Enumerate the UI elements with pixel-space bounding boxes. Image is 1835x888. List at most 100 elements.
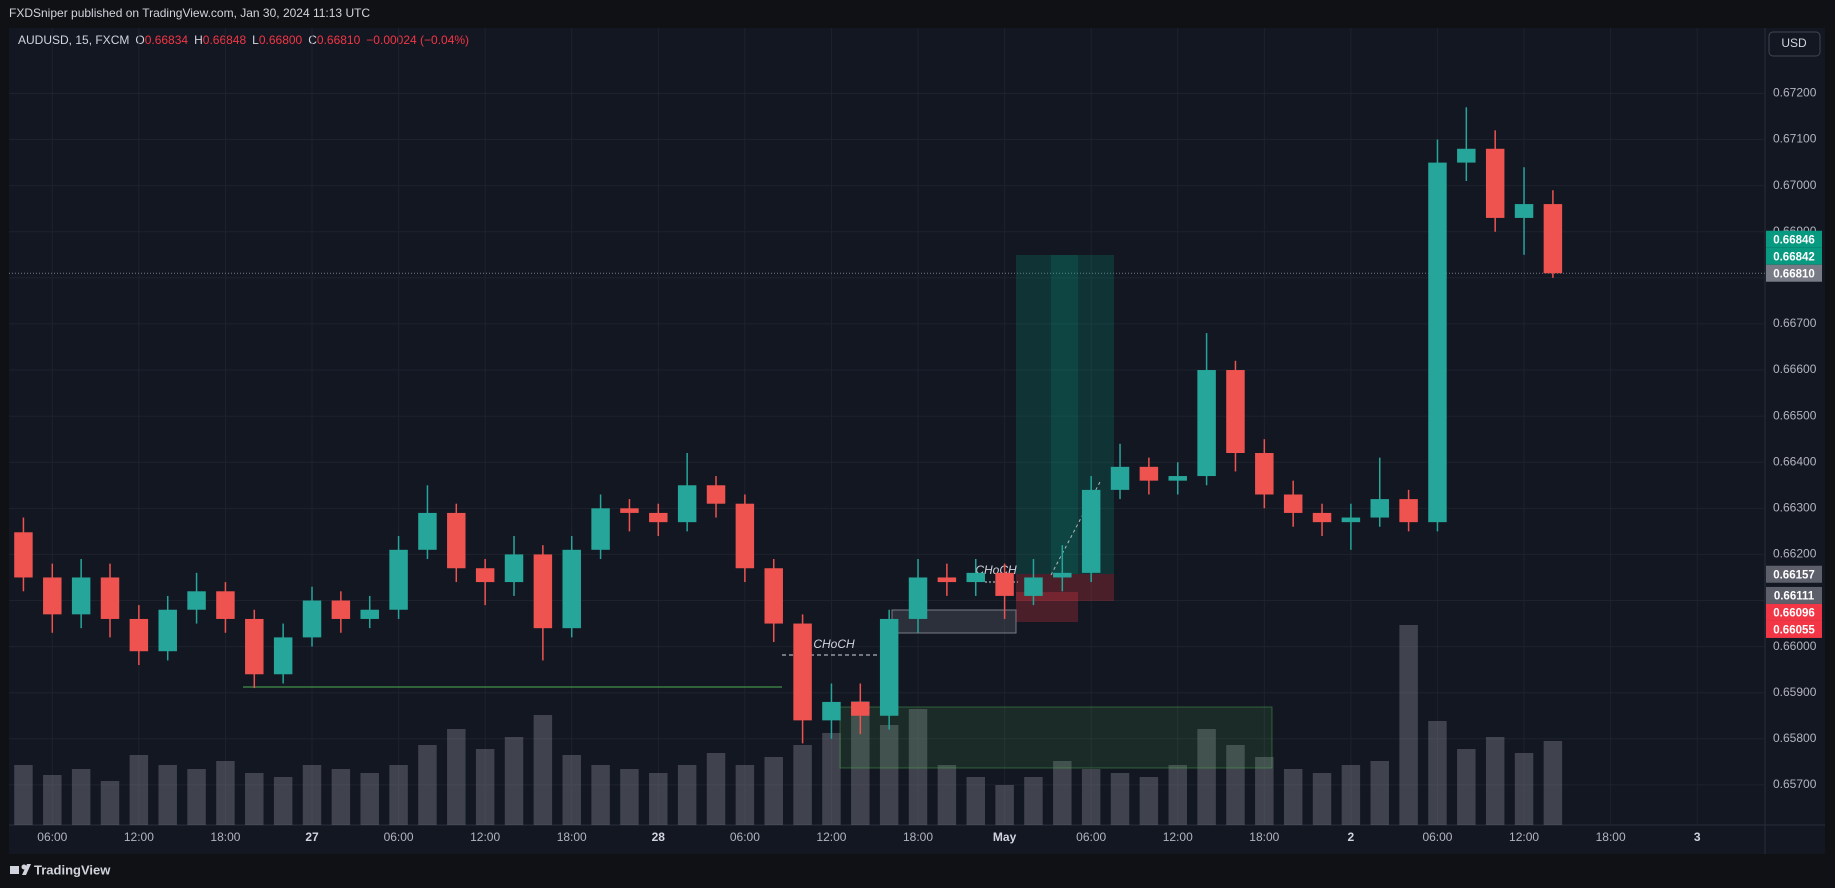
candle-body: [504, 554, 524, 583]
x-tick-label: 12:00: [816, 830, 846, 844]
legend-h: 0.66848: [203, 33, 247, 47]
candle-body: [793, 623, 812, 721]
x-tick-label: 18:00: [903, 830, 933, 844]
volume-bar: [1457, 749, 1476, 825]
candle-body: [1139, 466, 1159, 481]
choch-label: CHoCH: [813, 637, 855, 651]
volume-bar: [677, 765, 697, 825]
candle-body: [389, 549, 408, 610]
volume-bar: [937, 765, 957, 825]
candle-body: [447, 512, 466, 569]
candle-body: [71, 577, 91, 615]
y-tick-label: 0.67000: [1773, 178, 1817, 192]
currency-button[interactable]: [1768, 31, 1821, 57]
legend-symbol: AUDUSD, 15, FXCM: [18, 33, 129, 47]
candle-body: [851, 701, 870, 716]
volume-bar: [129, 755, 149, 825]
candle-body: [533, 554, 553, 629]
candle-body: [649, 512, 668, 523]
candle-body: [1168, 476, 1187, 481]
volume-bar: [793, 745, 812, 825]
volume-bar: [1053, 761, 1072, 825]
legend: AUDUSD, 15, FXCM O0.66834 H0.66848 L0.66800…: [18, 33, 469, 47]
volume-bar: [273, 777, 293, 825]
y-tick-label: 0.65900: [1773, 685, 1817, 699]
volume-bar: [1197, 729, 1216, 825]
y-tick-label: 0.67200: [1773, 86, 1817, 100]
y-tick-label: 0.67100: [1773, 132, 1817, 146]
volume-bar: [591, 765, 610, 825]
candle-body: [908, 577, 928, 619]
candle-body: [302, 600, 322, 638]
volume-bar: [447, 729, 466, 825]
volume-bar: [1081, 769, 1101, 825]
candle-body: [158, 609, 177, 652]
price-label: 0.66157: [1773, 569, 1815, 581]
candle-body: [1053, 572, 1072, 578]
footer-logo: [10, 864, 31, 875]
volume-bar: [389, 765, 408, 825]
candle-body: [100, 577, 120, 619]
position-stop-2: [1016, 592, 1078, 622]
axes: 0.657000.658000.659000.660000.661000.662…: [37, 86, 1822, 844]
volume-bar: [475, 749, 495, 825]
volume-bar: [100, 781, 120, 825]
y-tick-label: 0.66600: [1773, 362, 1817, 376]
volume-bar: [649, 773, 668, 825]
legend-h-label: H: [194, 33, 203, 47]
x-tick-label: 18:00: [1596, 830, 1626, 844]
header-title: FXDSniper published on TradingView.com, …: [9, 6, 370, 20]
price-label: 0.66842: [1773, 251, 1815, 263]
candle-body: [1399, 499, 1418, 523]
candle-body: [591, 508, 610, 550]
volume-bar: [735, 765, 755, 825]
x-tick-label: 06:00: [730, 830, 760, 844]
legend-l: 0.66800: [259, 33, 303, 47]
volume-bar: [14, 765, 33, 825]
volume-bar: [706, 753, 726, 825]
candle-body: [14, 532, 33, 578]
candle-body: [1428, 162, 1447, 523]
price-label-box: [1766, 230, 1822, 248]
price-label: 0.66111: [1774, 590, 1815, 602]
x-tick-label: 06:00: [1076, 830, 1106, 844]
x-tick-label: May: [993, 830, 1017, 844]
currency[interactable]: USD: [1781, 36, 1807, 50]
candle-body: [129, 618, 149, 652]
x-tick-label: 12:00: [124, 830, 154, 844]
candle-body: [1514, 204, 1534, 218]
price-label-box: [1766, 586, 1822, 604]
candle-body: [1024, 577, 1043, 596]
price-label-box: [1766, 620, 1822, 638]
volume-bar: [216, 761, 235, 825]
candle-body: [966, 572, 985, 583]
logo-mark: [10, 866, 19, 874]
candle-body: [418, 512, 437, 550]
volume-bar: [1312, 773, 1332, 825]
volume-bar: [245, 773, 264, 825]
volume-bar: [1024, 777, 1043, 825]
volume-bar: [1341, 765, 1361, 825]
candle-body: [562, 549, 581, 629]
x-tick-label: 12:00: [470, 830, 500, 844]
footer-brand: TradingView: [34, 862, 111, 877]
x-tick-label: 06:00: [37, 830, 67, 844]
y-tick-label: 0.65800: [1773, 731, 1817, 745]
y-tick-label: 0.66200: [1773, 547, 1817, 561]
candle-body: [331, 600, 351, 619]
candle-body: [216, 591, 235, 619]
y-tick-label: 0.66700: [1773, 316, 1817, 330]
volume-bar: [71, 769, 91, 825]
price-label-box: [1766, 264, 1822, 282]
legend-o-label: O: [135, 33, 144, 47]
candle-body: [937, 577, 957, 583]
y-tick-label: 0.65700: [1773, 777, 1817, 791]
volume-bar: [418, 745, 437, 825]
candle-body: [706, 485, 726, 504]
x-tick-label: 12:00: [1509, 830, 1539, 844]
volume-bar: [1110, 773, 1130, 825]
candle-body: [43, 577, 62, 615]
volume-bar: [879, 725, 899, 825]
candle-body: [273, 637, 293, 675]
